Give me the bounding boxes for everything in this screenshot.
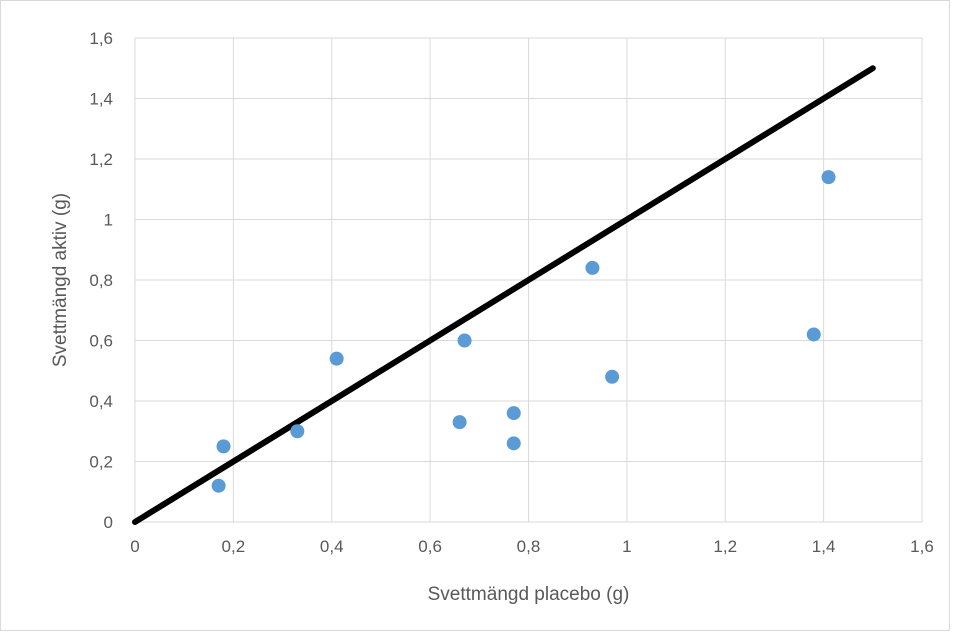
data-point — [605, 369, 620, 384]
y-tick-label: 1,6 — [89, 29, 113, 48]
x-axis-title: Svettmängd placebo (g) — [428, 584, 630, 605]
x-tick-label: 1 — [622, 537, 631, 556]
x-tick-label: 0 — [130, 537, 139, 556]
y-tick-label: 0,6 — [89, 332, 113, 351]
x-tick-label: 1,6 — [910, 537, 934, 556]
data-point — [457, 333, 472, 348]
data-point — [821, 170, 836, 185]
data-point — [506, 436, 521, 451]
y-axis-title: Svettmängd aktiv (g) — [50, 193, 71, 367]
reference-line-series — [132, 65, 876, 525]
data-point — [216, 439, 231, 454]
y-tick-label: 1,2 — [89, 150, 113, 169]
y-tick-label: 1,4 — [89, 90, 113, 109]
reference-line — [132, 65, 876, 525]
data-point — [806, 327, 821, 342]
y-tick-label: 0,8 — [89, 271, 113, 290]
data-point — [506, 406, 521, 421]
x-tick-label: 0,6 — [418, 537, 442, 556]
y-tick-labels: 0 0,2 0,4 0,6 0,8 1 1,2 1,4 1,6 — [89, 29, 113, 532]
x-tick-labels: 0 0,2 0,4 0,6 0,8 1 1,2 1,4 1,6 — [130, 537, 934, 556]
grid — [134, 37, 923, 523]
y-tick-label: 0 — [104, 513, 113, 532]
x-tick-label: 0,8 — [517, 537, 541, 556]
data-point — [329, 351, 344, 366]
data-point — [452, 415, 467, 430]
y-tick-label: 0,2 — [89, 453, 113, 472]
data-point — [211, 478, 226, 493]
x-tick-label: 0,4 — [320, 537, 344, 556]
x-tick-label: 1,4 — [812, 537, 836, 556]
y-tick-label: 0,4 — [89, 392, 113, 411]
y-tick-label: 1 — [104, 211, 113, 230]
x-tick-label: 1,2 — [713, 537, 737, 556]
data-point — [585, 260, 600, 275]
scatter-series — [211, 170, 836, 493]
data-point — [290, 424, 305, 439]
x-tick-label: 0,2 — [222, 537, 246, 556]
